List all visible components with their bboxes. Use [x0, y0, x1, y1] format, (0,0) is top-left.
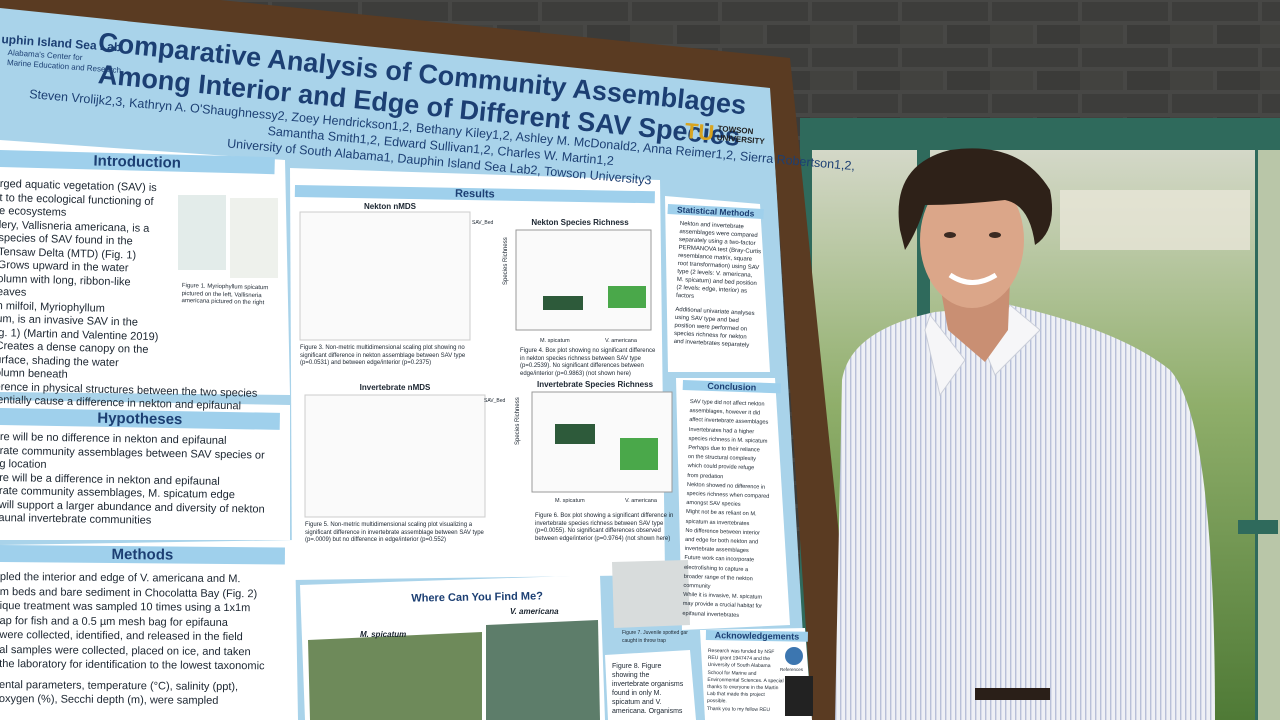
- panel: [0, 400, 290, 540]
- x-tick-label: M. spicatum: [555, 498, 585, 504]
- figure-caption: Figure 5. Non-metric multidimensional sc…: [305, 522, 484, 543]
- photo-seagrass: [486, 620, 600, 720]
- figure-caption: Figure 7. Juvenile spotted gar caught in…: [622, 630, 688, 644]
- section-heading: Acknowledgements: [705, 630, 808, 642]
- photo-fish: [612, 560, 690, 628]
- box: [555, 424, 595, 444]
- legend-title: SAV_Bed: [472, 220, 494, 226]
- caption-line: showing the: [612, 672, 650, 679]
- face: [920, 172, 1024, 308]
- shirt: [835, 305, 1215, 720]
- section-text: Research was funded by NSF REU grant 1947…: [707, 648, 784, 714]
- plant-illustration: [230, 198, 278, 278]
- panel: [700, 628, 812, 720]
- plot-title: Nekton nMDS: [364, 202, 416, 211]
- axis-label: Species Richness: [503, 237, 509, 285]
- caption-line: spicatum and V.: [612, 699, 662, 706]
- belt: [975, 688, 1050, 700]
- plant-illustration: [178, 195, 226, 270]
- eye: [989, 232, 1001, 238]
- plot-area: [515, 229, 652, 331]
- eye: [944, 232, 956, 238]
- qr-code: [785, 676, 813, 716]
- box: [620, 438, 658, 470]
- x-tick-label: M. spicatum: [540, 338, 570, 344]
- section-text: re will be no difference in nekton and e…: [0, 431, 266, 530]
- box: [543, 296, 583, 310]
- plot-title: Invertebrate Species Richness: [536, 380, 654, 389]
- smile: [948, 272, 998, 285]
- figure-caption: Figure 8. Figure showing the invertebrate …: [612, 662, 683, 716]
- building: [1060, 190, 1250, 250]
- photo-label: M. spicatum: [360, 630, 407, 639]
- x-tick-label: V. americana: [605, 338, 637, 344]
- text-line: were collected, identified, and released…: [0, 628, 243, 644]
- figure-caption: Figure 6. Box plot showing a significant…: [535, 513, 674, 542]
- text-line: ique treatment was sampled 10 times usin…: [0, 599, 251, 615]
- section-text: pled the interior and edge of V. america…: [0, 570, 265, 709]
- window-frame: [1238, 520, 1278, 534]
- box: [608, 286, 646, 308]
- figure-caption: Figure 1. Myriophyllum spicatum pictured…: [181, 283, 269, 307]
- figure-caption: Figure 3. Non-metric multidimensional sc…: [300, 345, 466, 366]
- photo-label: V. americana: [510, 607, 559, 616]
- plot-area: [299, 211, 471, 341]
- panel: [676, 378, 790, 630]
- logo-mark: TU: [683, 118, 716, 146]
- caption-line: americana. Organisms: [612, 708, 683, 715]
- panel: [665, 196, 770, 372]
- text-line: pled the interior and edge of V. america…: [0, 570, 241, 586]
- section-text: SAV type did not affect nekton assemblage…: [682, 398, 772, 622]
- section-heading: Methods: [0, 545, 285, 565]
- caption-line: Figure 8. Figure: [612, 663, 662, 670]
- hair: [898, 148, 1053, 250]
- text-line: oxygen (%), Secchi depth (m), were sampl…: [0, 692, 219, 707]
- window-pane: [1258, 150, 1280, 720]
- section-text: Nekton and invertebrate assemblages were …: [673, 220, 762, 350]
- legend-title: SAV_Bed: [484, 398, 506, 404]
- caption-line: invertebrate organisms: [612, 681, 684, 688]
- icon: [785, 647, 803, 665]
- qr-label: References: [780, 667, 804, 672]
- panel: [0, 540, 298, 720]
- figure-caption: Figure 4. Box plot showing no significan…: [520, 348, 656, 377]
- text-line: the laboratory for identification to the…: [0, 657, 265, 673]
- text-line: Thank you to my fellow REU: [706, 705, 771, 713]
- photo-seagrass: [308, 632, 482, 720]
- plot-title: Nekton Species Richness: [531, 218, 629, 227]
- wooden-frame: [0, 0, 858, 720]
- x-tick-label: V. americana: [625, 498, 657, 504]
- caption-line: found in only M.: [612, 690, 662, 697]
- plot-title: Invertebrate nMDS: [359, 383, 431, 392]
- plot-area: [304, 394, 486, 518]
- panel: [605, 650, 696, 720]
- axis-label: Species Richness: [515, 397, 521, 445]
